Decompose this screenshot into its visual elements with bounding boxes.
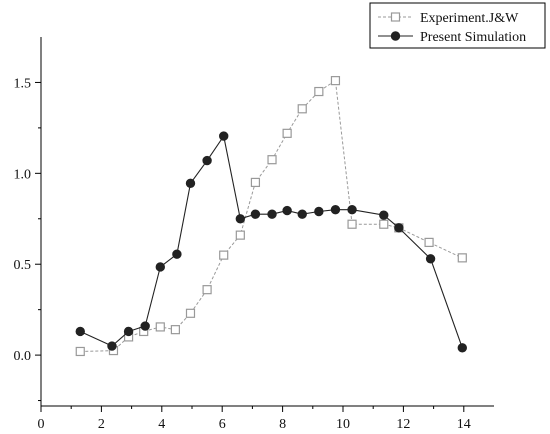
- data-point: [235, 214, 246, 224]
- data-point: [250, 209, 261, 219]
- data-point: [379, 210, 389, 220]
- data-point: [457, 343, 467, 353]
- y-tick-label: 1.0: [14, 167, 32, 182]
- x-tick-label: 8: [279, 417, 286, 432]
- legend: Experiment.J&W Present Simulation: [369, 2, 546, 49]
- data-point: [314, 206, 324, 217]
- data-point: [379, 219, 389, 229]
- data-point: [170, 325, 180, 335]
- x-tick-label: 6: [219, 417, 226, 432]
- data-point: [347, 219, 357, 229]
- y-tick-label: 0.0: [14, 349, 32, 364]
- data-point: [297, 209, 307, 219]
- data-point: [314, 86, 324, 97]
- data-point: [267, 155, 277, 165]
- data-point: [330, 204, 341, 215]
- series-line: [80, 134, 463, 348]
- series-experiment: [75, 76, 467, 357]
- data-point: [107, 341, 117, 351]
- data-point: [235, 230, 245, 240]
- legend-box: [369, 2, 546, 49]
- x-tick-label: 14: [457, 417, 471, 432]
- data-point: [457, 253, 467, 263]
- y-tick-label: 1.5: [14, 76, 32, 91]
- data-point: [185, 308, 196, 318]
- legend-label: Present Simulation: [420, 30, 526, 45]
- data-point: [155, 322, 165, 332]
- data-point: [185, 178, 196, 189]
- legend-label: Experiment.J&W: [420, 11, 519, 26]
- y-tick-label: 0.5: [14, 258, 32, 273]
- data-point: [425, 254, 436, 264]
- data-point: [219, 131, 229, 141]
- x-tick-label: 4: [158, 417, 165, 432]
- data-point: [424, 237, 434, 248]
- data-point: [282, 128, 292, 138]
- legend-marker: [390, 31, 401, 41]
- data-point: [394, 223, 404, 233]
- data-point: [347, 204, 357, 215]
- series-layer: [75, 76, 467, 357]
- data-point: [219, 250, 229, 260]
- data-point: [75, 326, 85, 337]
- x-tick-label: 2: [98, 417, 105, 432]
- data-point: [172, 249, 182, 259]
- data-point: [202, 155, 212, 166]
- axes: 0 2 4 6 8 10 12 14 0.0 0.5 1.0 1.5: [14, 37, 494, 432]
- x-tick-label: 10: [336, 417, 350, 432]
- data-point: [267, 209, 277, 219]
- data-point: [75, 346, 85, 357]
- series-simulation: [75, 131, 467, 353]
- legend-marker: [390, 12, 401, 22]
- x-tick-label: 12: [396, 417, 410, 432]
- data-point: [123, 326, 134, 337]
- data-point: [330, 76, 341, 86]
- data-point: [140, 321, 150, 331]
- x-tick-label: 0: [38, 417, 45, 432]
- data-point: [297, 104, 307, 114]
- data-point: [282, 205, 292, 216]
- data-point: [202, 285, 212, 295]
- data-point: [250, 177, 261, 188]
- data-point: [155, 262, 165, 272]
